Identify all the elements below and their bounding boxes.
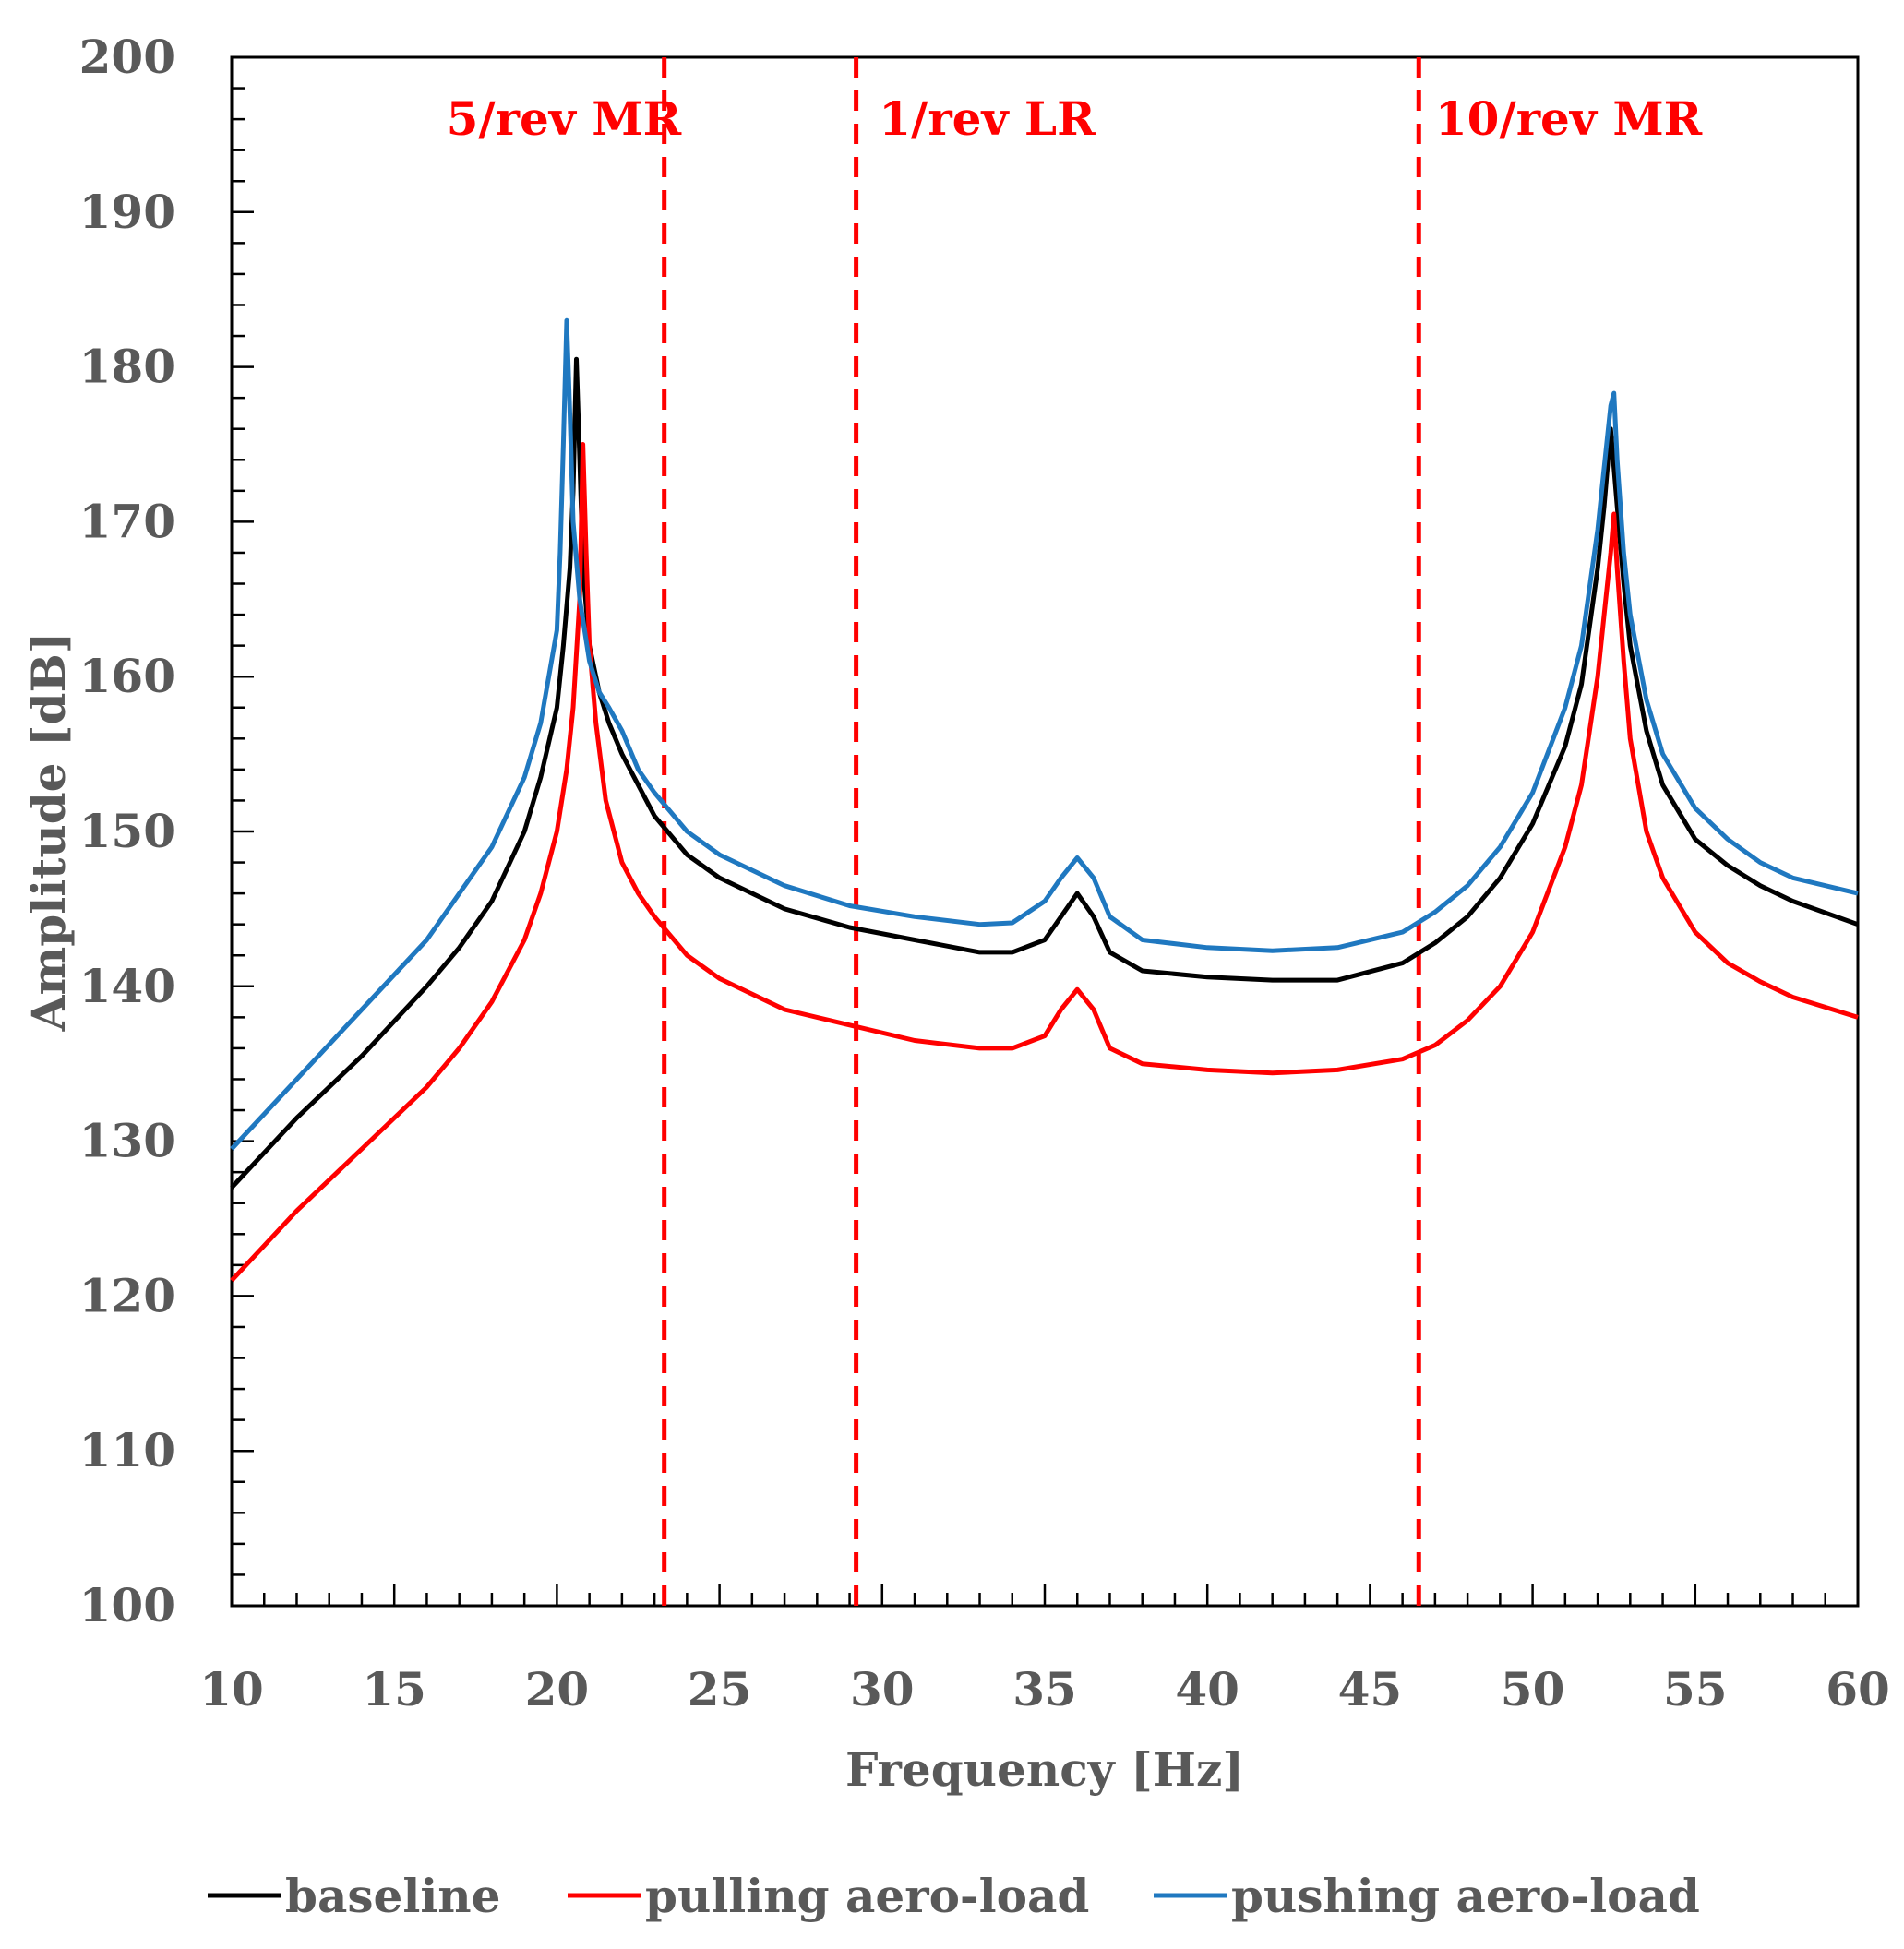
y-tick-label: 170 <box>79 494 175 548</box>
x-tick-label: 60 <box>1826 1662 1890 1716</box>
annotation-label: 10/rev MR <box>1435 91 1703 146</box>
x-tick-label: 45 <box>1338 1662 1403 1716</box>
x-tick-label: 10 <box>199 1662 264 1716</box>
y-tick-label: 130 <box>79 1114 175 1168</box>
x-tick-label: 25 <box>688 1662 752 1716</box>
legend-label: pushing aero-load <box>1231 1869 1700 1923</box>
x-tick-label: 50 <box>1501 1662 1565 1716</box>
series-line-baseline <box>230 356 1859 1190</box>
y-tick-label: 100 <box>79 1578 175 1632</box>
x-tick-label: 20 <box>525 1662 590 1716</box>
y-tick-label: 200 <box>79 30 175 84</box>
plot-area <box>230 55 1860 1608</box>
annotation-label: 5/rev MR <box>447 91 682 146</box>
y-tick-label: 160 <box>79 649 175 703</box>
x-axis-title: Frequency [Hz] <box>845 1742 1244 1797</box>
y-tick-label: 120 <box>79 1268 175 1322</box>
series-lines <box>230 317 1859 1283</box>
plot-border <box>230 55 1860 1608</box>
y-tick-label: 110 <box>79 1423 175 1477</box>
vertical-dashed-lines <box>662 57 1421 1606</box>
y-tick-label: 150 <box>79 804 175 858</box>
legend-label: pulling aero-load <box>645 1869 1089 1923</box>
minor-ticks <box>230 55 1860 1608</box>
y-axis-title: Amplitude [dB] <box>21 632 76 1033</box>
y-tick-label: 190 <box>79 185 175 239</box>
y-tick-label: 180 <box>79 340 175 394</box>
x-tick-label: 40 <box>1175 1662 1239 1716</box>
annotation-label: 1/rev LR <box>879 91 1096 146</box>
x-tick-label: 35 <box>1012 1662 1077 1716</box>
y-tick-labels: 100 110 120 130 140 150 160 170 180 190 200 <box>79 30 175 1632</box>
y-tick-label: 140 <box>79 959 175 1013</box>
x-tick-label: 55 <box>1663 1662 1728 1716</box>
legend-label: baseline <box>285 1869 500 1923</box>
annotations: 5/rev MR 1/rev LR 10/rev MR <box>447 91 1703 146</box>
series-line-pushing-aero-load <box>230 317 1859 1151</box>
x-tick-label: 30 <box>850 1662 915 1716</box>
legend: baseline pulling aero-load pushing aero-lo… <box>208 1869 1700 1923</box>
x-tick-label: 15 <box>362 1662 426 1716</box>
x-tick-labels: 10 15 20 25 30 35 40 45 50 55 60 <box>199 1662 1890 1716</box>
series-line-pulling-aero-load <box>230 442 1859 1283</box>
